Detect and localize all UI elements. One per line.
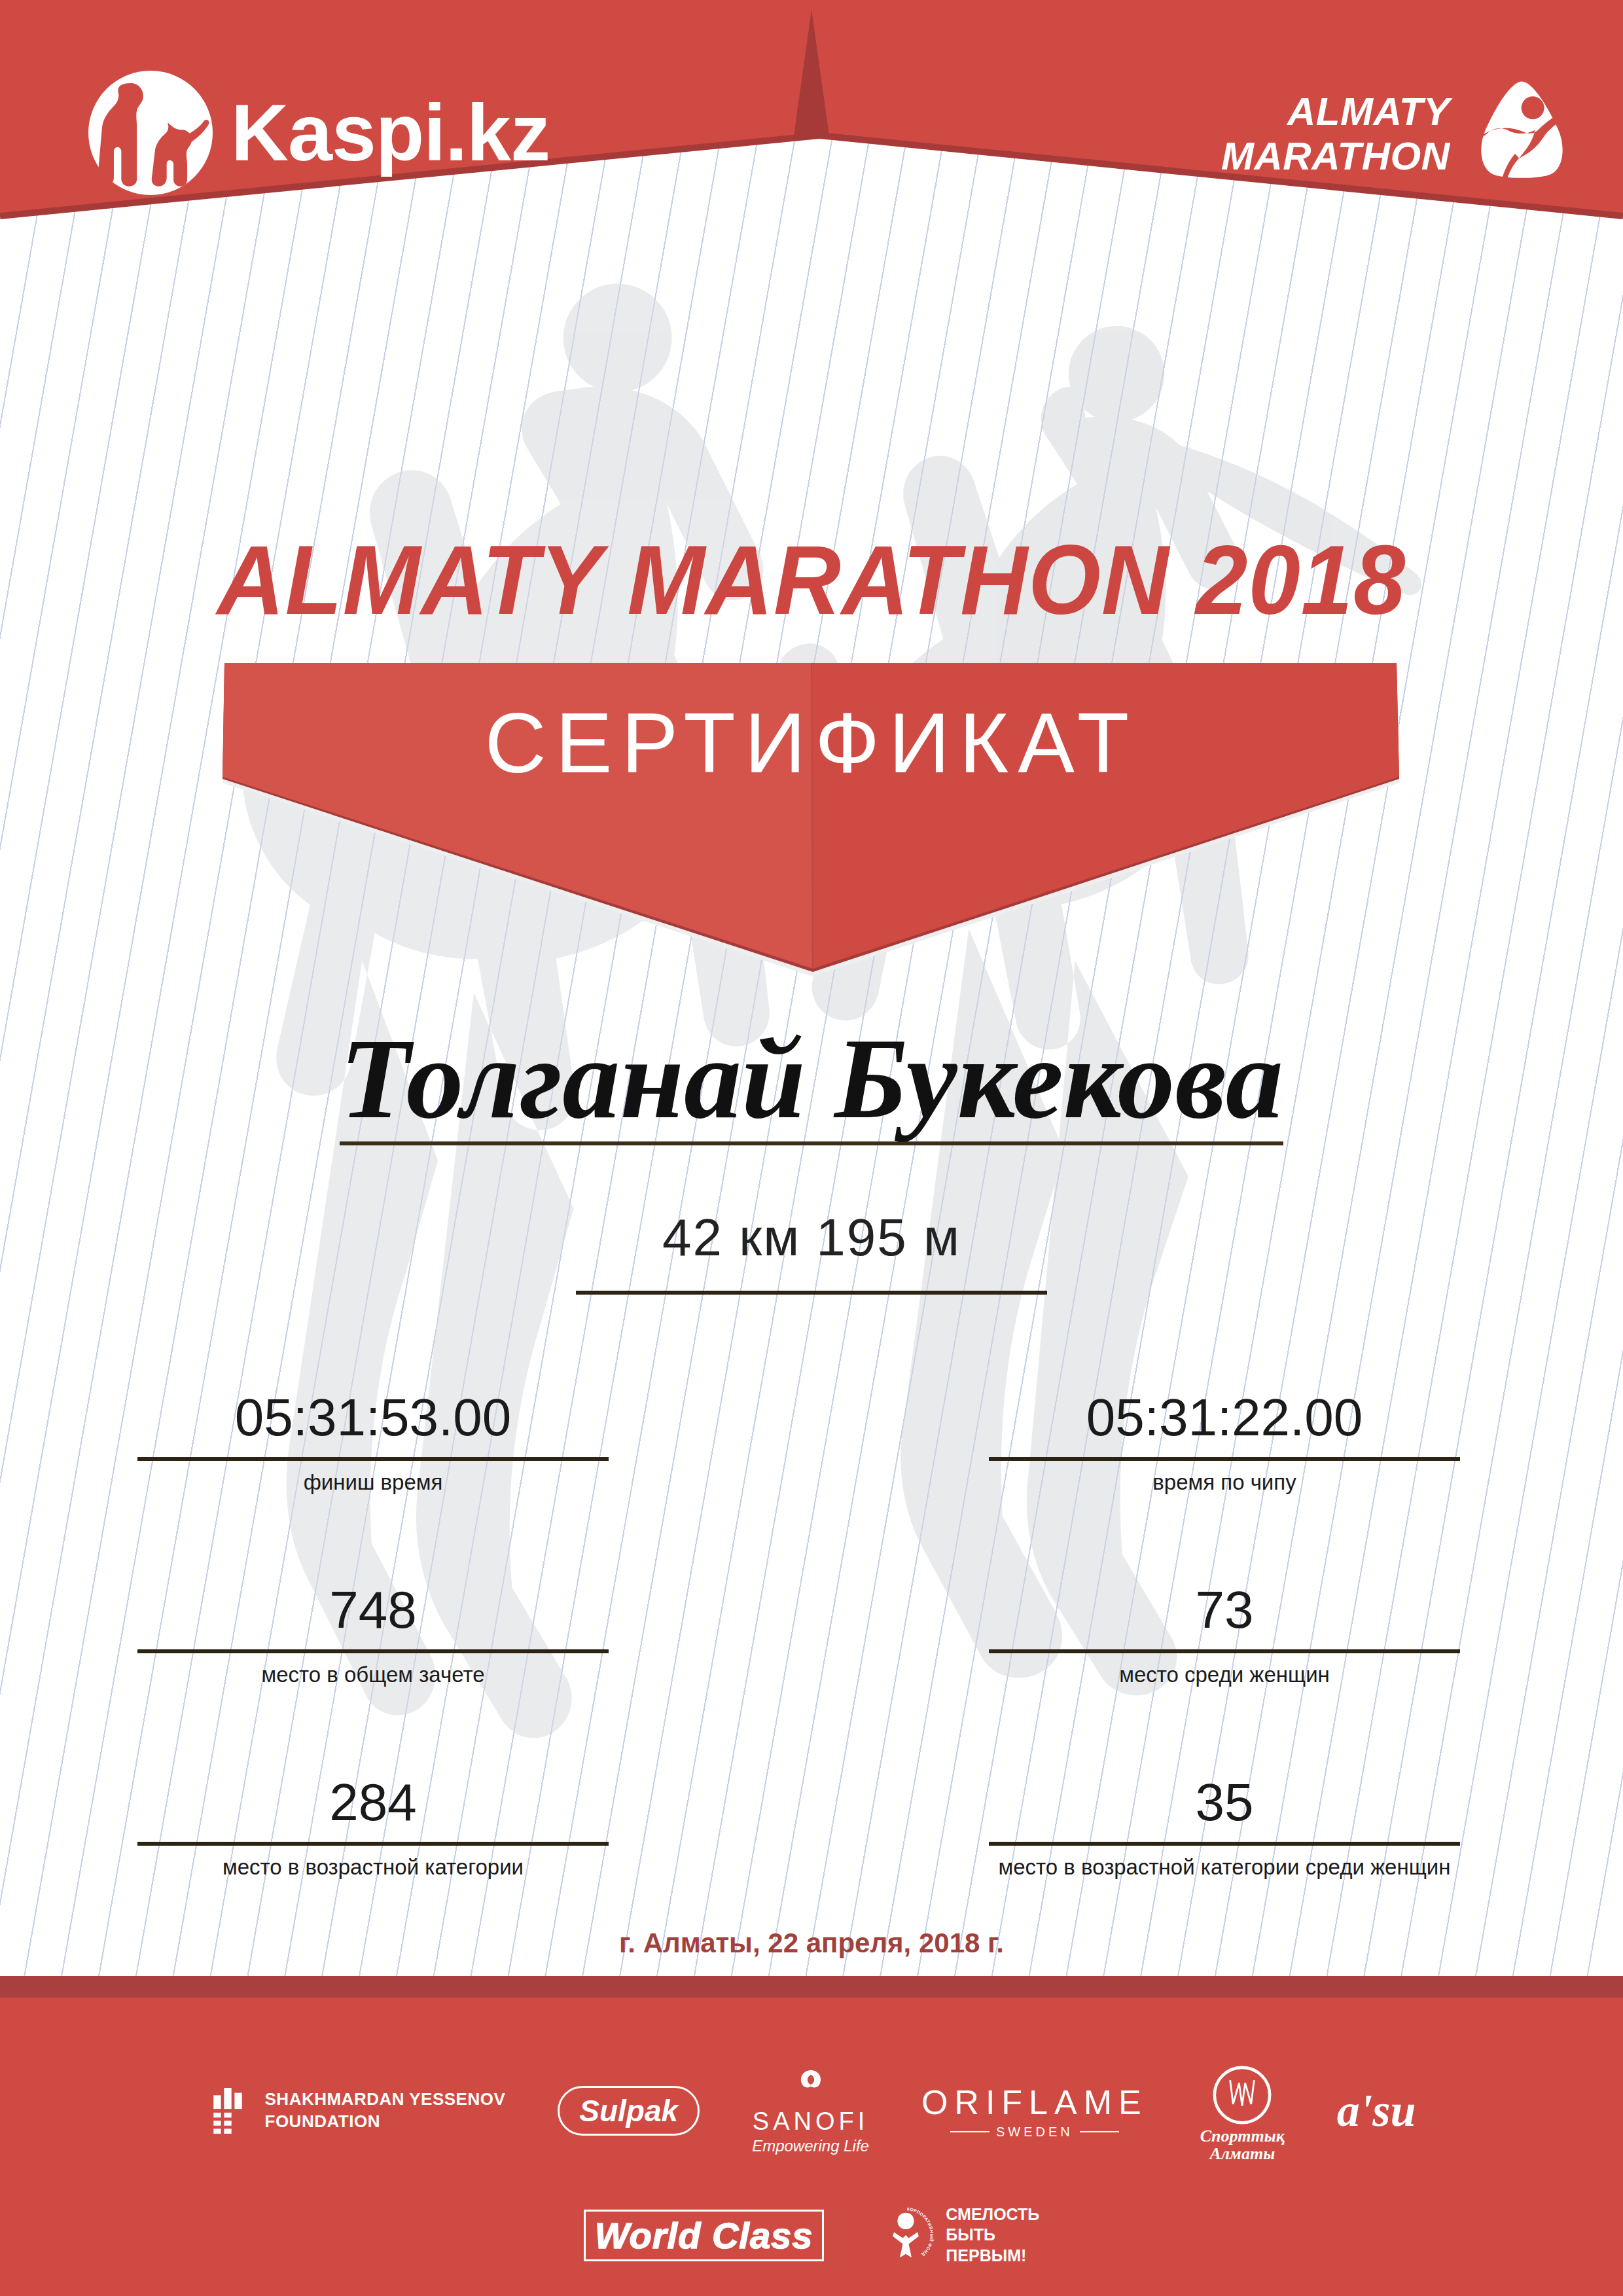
svg-text:КОРПОРАТИВНЫЙ ФОНД: КОРПОРАТИВНЫЙ ФОНД	[907, 2206, 935, 2257]
